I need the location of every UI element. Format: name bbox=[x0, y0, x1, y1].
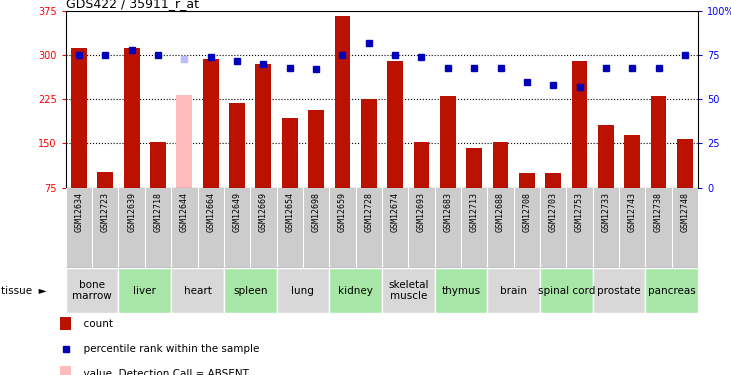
Text: GSM12693: GSM12693 bbox=[417, 192, 426, 231]
Bar bbox=[440, 96, 455, 188]
Text: spleen: spleen bbox=[233, 286, 268, 296]
Bar bbox=[308, 110, 324, 188]
Text: GSM12703: GSM12703 bbox=[549, 192, 558, 231]
Bar bbox=[361, 99, 376, 188]
Bar bbox=[677, 139, 693, 188]
Text: GDS422 / 35911_r_at: GDS422 / 35911_r_at bbox=[66, 0, 199, 10]
Text: GSM12688: GSM12688 bbox=[496, 192, 505, 231]
Bar bbox=[335, 16, 350, 188]
Bar bbox=[71, 48, 87, 188]
Text: GSM12733: GSM12733 bbox=[602, 192, 610, 231]
Text: GSM12743: GSM12743 bbox=[628, 192, 637, 231]
Bar bbox=[572, 61, 588, 188]
Bar bbox=[329, 268, 382, 313]
Bar bbox=[176, 95, 192, 188]
Text: GSM12753: GSM12753 bbox=[575, 192, 584, 231]
Text: GSM12674: GSM12674 bbox=[390, 192, 400, 231]
Bar bbox=[387, 61, 403, 188]
Bar bbox=[545, 173, 561, 188]
Bar bbox=[224, 268, 276, 313]
Text: liver: liver bbox=[133, 286, 156, 296]
Bar bbox=[540, 268, 593, 313]
Bar bbox=[118, 268, 171, 313]
Text: GSM12654: GSM12654 bbox=[285, 192, 295, 231]
Text: GSM12723: GSM12723 bbox=[101, 192, 110, 231]
Text: GSM12664: GSM12664 bbox=[206, 192, 215, 231]
Text: GSM12718: GSM12718 bbox=[154, 192, 162, 231]
Text: lung: lung bbox=[292, 286, 314, 296]
Text: GSM12639: GSM12639 bbox=[127, 192, 136, 231]
Bar bbox=[60, 366, 71, 375]
Text: GSM12708: GSM12708 bbox=[523, 192, 531, 231]
Text: percentile rank within the sample: percentile rank within the sample bbox=[77, 344, 259, 354]
Text: GSM12649: GSM12649 bbox=[232, 192, 241, 231]
Text: GSM12698: GSM12698 bbox=[311, 192, 321, 231]
Bar bbox=[598, 124, 614, 188]
Bar bbox=[488, 268, 540, 313]
Text: brain: brain bbox=[500, 286, 527, 296]
Text: GSM12683: GSM12683 bbox=[443, 192, 452, 231]
Bar bbox=[229, 104, 245, 188]
Bar bbox=[435, 268, 488, 313]
Text: kidney: kidney bbox=[338, 286, 373, 296]
Text: tissue  ►: tissue ► bbox=[1, 286, 46, 296]
Bar bbox=[171, 268, 224, 313]
Text: GSM12713: GSM12713 bbox=[469, 192, 479, 231]
Text: bone
marrow: bone marrow bbox=[72, 280, 112, 302]
Bar bbox=[150, 142, 166, 188]
Bar bbox=[66, 268, 118, 313]
Bar bbox=[202, 59, 219, 188]
Text: GSM12659: GSM12659 bbox=[338, 192, 347, 231]
Text: count: count bbox=[77, 319, 113, 329]
Text: GSM12644: GSM12644 bbox=[180, 192, 189, 231]
Bar bbox=[645, 268, 698, 313]
Bar bbox=[466, 148, 482, 188]
Text: GSM12748: GSM12748 bbox=[681, 192, 689, 231]
Bar bbox=[124, 48, 140, 188]
Bar bbox=[276, 268, 329, 313]
Bar bbox=[60, 317, 71, 330]
Bar bbox=[593, 268, 645, 313]
Bar bbox=[97, 172, 113, 188]
Text: heart: heart bbox=[183, 286, 211, 296]
Text: GSM12738: GSM12738 bbox=[654, 192, 663, 231]
Bar bbox=[382, 268, 435, 313]
Bar bbox=[414, 142, 429, 188]
Text: skeletal
muscle: skeletal muscle bbox=[388, 280, 428, 302]
Text: GSM12634: GSM12634 bbox=[75, 192, 83, 231]
Bar bbox=[519, 173, 535, 188]
Bar bbox=[624, 135, 640, 188]
Text: value, Detection Call = ABSENT: value, Detection Call = ABSENT bbox=[77, 369, 249, 375]
Bar bbox=[651, 96, 667, 188]
Text: thymus: thymus bbox=[442, 286, 480, 296]
Text: spinal cord: spinal cord bbox=[538, 286, 595, 296]
Bar bbox=[493, 142, 509, 188]
Text: pancreas: pancreas bbox=[648, 286, 696, 296]
Text: GSM12728: GSM12728 bbox=[364, 192, 374, 231]
Bar bbox=[282, 118, 298, 188]
Bar bbox=[256, 63, 271, 188]
Text: prostate: prostate bbox=[597, 286, 641, 296]
Text: GSM12669: GSM12669 bbox=[259, 192, 268, 231]
